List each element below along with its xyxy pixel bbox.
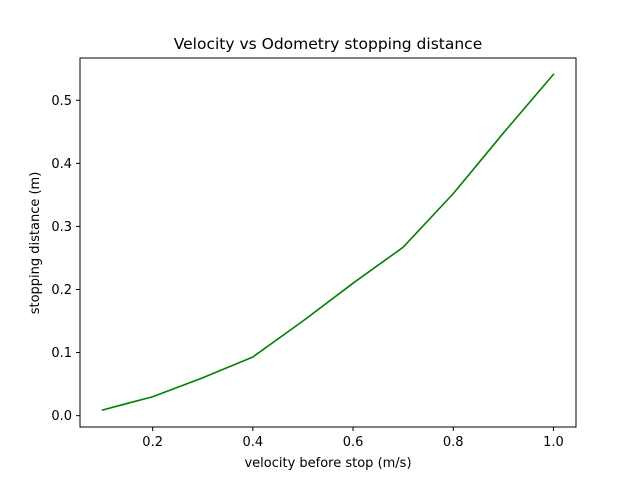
y-tick-label: 0.4 <box>51 157 72 172</box>
x-tick-label: 0.4 <box>243 435 264 450</box>
x-axis-ticks: 0.2 0.4 0.6 0.8 1.0 <box>142 427 564 450</box>
plot-area <box>101 73 555 411</box>
y-tick-label: 0.2 <box>51 283 72 298</box>
y-tick-label: 0.1 <box>51 346 72 361</box>
x-axis-label: velocity before stop (m/s) <box>244 456 411 471</box>
chart-title: Velocity vs Odometry stopping distance <box>174 35 483 53</box>
x-tick-label: 0.8 <box>443 435 464 450</box>
series-line-0 <box>101 73 555 411</box>
y-axis-ticks: 0.0 0.1 0.2 0.3 0.4 0.5 <box>51 94 80 424</box>
axes-frame <box>79 57 577 428</box>
x-tick-label: 0.6 <box>343 435 364 450</box>
y-tick-label: 0.5 <box>51 94 72 109</box>
x-tick-label: 0.2 <box>142 435 163 450</box>
y-axis-label: stopping distance (m) <box>28 172 43 315</box>
y-tick-label: 0.0 <box>51 409 72 424</box>
x-tick-label: 1.0 <box>543 435 564 450</box>
y-tick-label: 0.3 <box>51 220 72 235</box>
